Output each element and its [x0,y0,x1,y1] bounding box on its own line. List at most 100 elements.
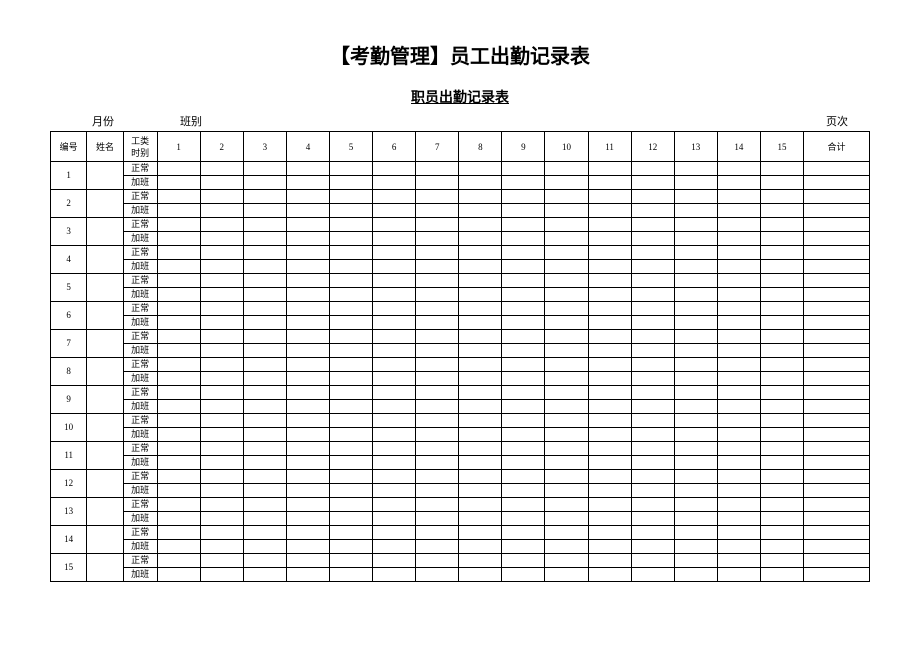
day-cell [502,358,545,372]
row-type-overtime: 加班 [123,484,157,498]
header-day: 14 [717,132,760,162]
day-cell [373,512,416,526]
day-cell [674,526,717,540]
day-cell [243,162,286,176]
day-cell [286,288,329,302]
day-cell [200,316,243,330]
day-cell [329,232,372,246]
day-cell [286,232,329,246]
day-cell [674,498,717,512]
day-cell [200,400,243,414]
day-cell [459,554,502,568]
day-cell [459,288,502,302]
day-cell [329,162,372,176]
row-number: 6 [51,302,87,330]
day-cell [416,568,459,582]
day-cell [286,512,329,526]
day-cell [545,260,588,274]
day-cell [674,372,717,386]
day-cell [588,218,631,232]
meta-page-label: 页次 [826,113,848,129]
day-cell [286,568,329,582]
day-cell [329,176,372,190]
row-type-normal: 正常 [123,498,157,512]
header-type: 工类 时别 [123,132,157,162]
total-cell [804,568,870,582]
day-cell [200,302,243,316]
day-cell [416,162,459,176]
total-cell [804,554,870,568]
day-cell [760,442,803,456]
day-cell [545,358,588,372]
day-cell [373,358,416,372]
day-cell [243,260,286,274]
day-cell [760,498,803,512]
day-cell [373,204,416,218]
day-cell [502,288,545,302]
day-cell [157,162,200,176]
day-cell [545,316,588,330]
table-row: 10正常 [51,414,870,428]
day-cell [200,358,243,372]
day-cell [717,386,760,400]
day-cell [459,176,502,190]
day-cell [674,554,717,568]
day-cell [545,176,588,190]
day-cell [545,232,588,246]
row-number: 3 [51,218,87,246]
row-number: 7 [51,330,87,358]
day-cell [373,554,416,568]
day-cell [631,260,674,274]
day-cell [157,456,200,470]
day-cell [157,218,200,232]
day-cell [243,274,286,288]
day-cell [502,260,545,274]
row-type-normal: 正常 [123,358,157,372]
day-cell [588,344,631,358]
day-cell [416,456,459,470]
day-cell [416,330,459,344]
day-cell [459,162,502,176]
total-cell [804,540,870,554]
day-cell [286,428,329,442]
table-row: 加班 [51,232,870,246]
day-cell [200,442,243,456]
day-cell [286,274,329,288]
day-cell [286,540,329,554]
header-day: 2 [200,132,243,162]
day-cell [243,428,286,442]
table-row: 加班 [51,316,870,330]
day-cell [329,428,372,442]
day-cell [459,414,502,428]
day-cell [717,344,760,358]
day-cell [416,232,459,246]
day-cell [373,372,416,386]
day-cell [760,344,803,358]
day-cell [459,302,502,316]
day-cell [243,554,286,568]
day-cell [373,568,416,582]
day-cell [157,358,200,372]
header-total: 合计 [804,132,870,162]
day-cell [545,288,588,302]
day-cell [674,316,717,330]
row-name-cell [87,330,123,358]
row-name-cell [87,358,123,386]
day-cell [373,274,416,288]
day-cell [674,456,717,470]
day-cell [243,246,286,260]
row-name-cell [87,414,123,442]
day-cell [545,162,588,176]
day-cell [588,246,631,260]
day-cell [157,316,200,330]
row-name-cell [87,470,123,498]
day-cell [157,176,200,190]
row-type-overtime: 加班 [123,372,157,386]
day-cell [545,414,588,428]
day-cell [760,428,803,442]
day-cell [373,316,416,330]
day-cell [760,190,803,204]
day-cell [243,190,286,204]
day-cell [157,428,200,442]
day-cell [243,568,286,582]
